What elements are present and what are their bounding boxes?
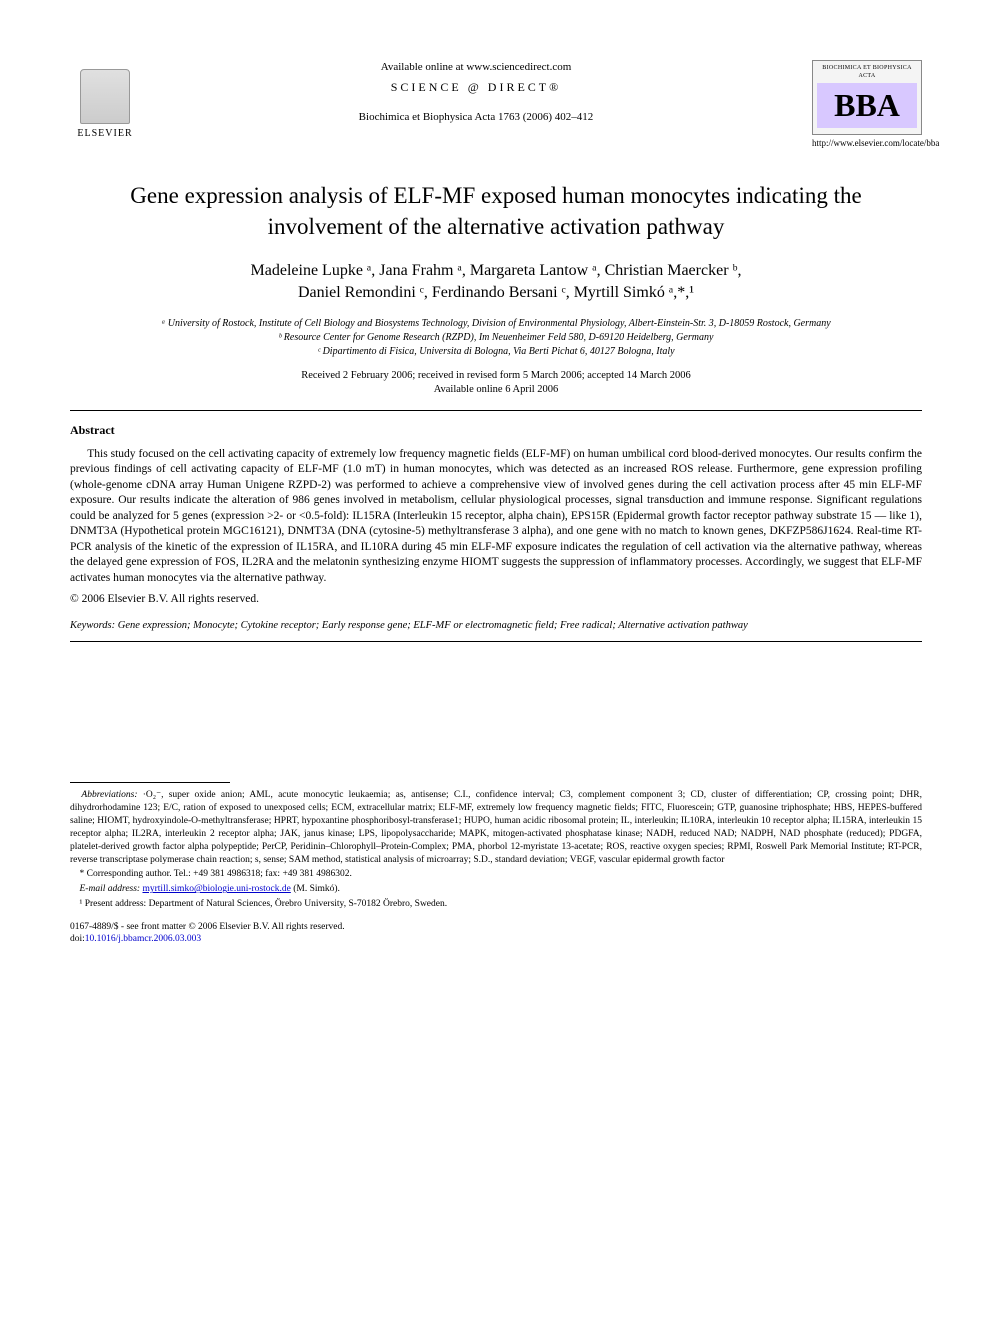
affiliation-b: ᵇ Resource Center for Genome Research (R… [70,331,922,345]
affiliation-c: ᶜ Dipartimento di Fisica, Universita di … [70,345,922,359]
publisher-name: ELSEVIER [77,127,132,140]
abbreviations-paragraph: Abbreviations: ·O₂⁻, super oxide anion; … [70,789,922,866]
center-header: Available online at www.sciencedirect.co… [140,60,812,130]
publisher-logo: ELSEVIER [70,60,140,140]
email-link[interactable]: myrtill.simko@biologie.uni-rostock.de [142,884,290,894]
authors-block: Madeleine Lupke ᵃ, Jana Frahm ᵃ, Margare… [70,260,922,305]
doi-label: doi: [70,934,85,944]
received-dates: Received 2 February 2006; received in re… [70,369,922,384]
bottom-block: 0167-4889/$ - see front matter © 2006 El… [70,921,922,946]
keywords-text: Gene expression; Monocyte; Cytokine rece… [115,620,748,631]
email-label: E-mail address: [80,884,141,894]
dates-block: Received 2 February 2006; received in re… [70,369,922,398]
journal-citation: Biochimica et Biophysica Acta 1763 (2006… [160,110,792,124]
rule-top [70,410,922,411]
available-online-date: Available online 6 April 2006 [70,383,922,398]
abbreviations-text: ·O₂⁻, super oxide anion; AML, acute mono… [70,790,922,864]
sciencedirect-logo: SCIENCE @ DIRECT® [160,80,792,96]
authors-line-1: Madeleine Lupke ᵃ, Jana Frahm ᵃ, Margare… [251,262,742,279]
bba-letters: BBA [817,83,917,129]
abbreviations-label: Abbreviations: [81,790,137,800]
affiliations-block: ᵃ University of Rostock, Institute of Ce… [70,317,922,359]
doi-link[interactable]: 10.1016/j.bbamcr.2006.03.003 [85,934,201,944]
authors-line-2: Daniel Remondini ᶜ, Ferdinando Bersani ᶜ… [298,284,694,301]
abstract-heading: Abstract [70,423,922,439]
email-line: E-mail address: myrtill.simko@biologie.u… [70,883,922,896]
abstract-body: This study focused on the cell activatin… [70,447,922,587]
doi-line: doi:10.1016/j.bbamcr.2006.03.003 [70,933,922,945]
keywords-label: Keywords: [70,620,115,631]
keywords-line: Keywords: Gene expression; Monocyte; Cyt… [70,619,922,633]
article-title: Gene expression analysis of ELF-MF expos… [110,180,882,242]
footnotes-block: Abbreviations: ·O₂⁻, super oxide anion; … [70,789,922,910]
corresponding-author: * Corresponding author. Tel.: +49 381 49… [70,868,922,881]
bba-box-fullname: BIOCHIMICA ET BIOPHYSICA ACTA [817,65,917,81]
journal-logo-box: BIOCHIMICA ET BIOPHYSICA ACTA BBA http:/… [812,60,922,150]
abstract-copyright: © 2006 Elsevier B.V. All rights reserved… [70,592,922,607]
available-online-text: Available online at www.sciencedirect.co… [160,60,792,74]
present-address: ¹ Present address: Department of Natural… [70,898,922,911]
affiliation-a: ᵃ University of Rostock, Institute of Ce… [70,317,922,331]
issn-copyright-line: 0167-4889/$ - see front matter © 2006 El… [70,921,922,933]
header-row: ELSEVIER Available online at www.science… [70,60,922,150]
elsevier-tree-icon [80,69,130,124]
bba-box: BIOCHIMICA ET BIOPHYSICA ACTA BBA [812,60,922,135]
rule-bottom [70,641,922,642]
email-suffix: (M. Simkó). [291,884,340,894]
journal-url[interactable]: http://www.elsevier.com/locate/bba [812,138,922,150]
footnote-rule [70,782,230,783]
